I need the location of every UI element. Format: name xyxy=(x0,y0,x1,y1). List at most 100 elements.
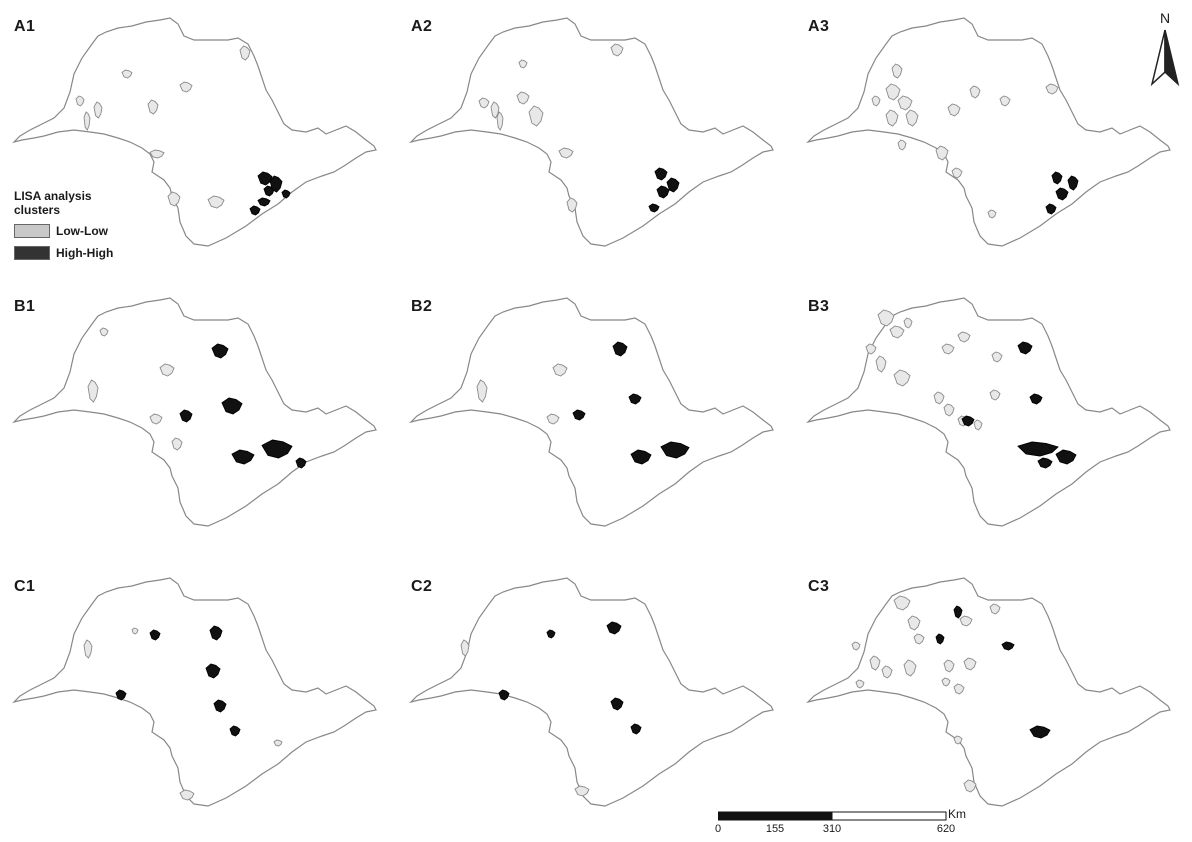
low-low-cluster xyxy=(903,659,917,677)
high-high-swatch xyxy=(14,246,50,260)
low-low-cluster xyxy=(885,83,901,101)
panel-label: B2 xyxy=(411,298,433,315)
low-low-cluster xyxy=(871,95,881,107)
high-high-cluster xyxy=(612,341,628,357)
high-high-cluster xyxy=(221,397,243,415)
high-high-cluster xyxy=(572,409,586,421)
high-high-cluster xyxy=(666,177,680,193)
panel-label: C3 xyxy=(808,578,830,595)
state-map xyxy=(409,297,774,527)
state-map xyxy=(806,297,1171,527)
low-low-cluster xyxy=(897,95,913,111)
scale-tick: 620 xyxy=(936,823,956,835)
low-low-cluster xyxy=(239,45,251,61)
high-high-cluster xyxy=(295,457,307,469)
state-outline xyxy=(806,297,1171,527)
state-outline xyxy=(12,17,377,247)
high-high-cluster xyxy=(961,415,975,427)
low-low-cluster xyxy=(877,309,895,327)
low-low-cluster xyxy=(460,639,470,657)
low-low-cluster xyxy=(149,413,163,425)
low-low-cluster xyxy=(490,101,500,119)
high-high-cluster xyxy=(935,633,945,645)
low-low-cluster xyxy=(179,81,193,93)
state-outline xyxy=(12,297,377,527)
low-low-cluster xyxy=(881,665,893,679)
low-low-cluster xyxy=(855,679,865,689)
low-low-cluster xyxy=(907,615,921,631)
low-low-cluster xyxy=(943,403,955,417)
low-low-cluster xyxy=(83,111,91,131)
state-map xyxy=(409,17,774,247)
low-low-cluster xyxy=(893,595,911,611)
state-outline xyxy=(12,577,377,807)
high-high-cluster xyxy=(281,189,291,199)
low-low-cluster xyxy=(131,627,139,635)
low-low-cluster xyxy=(963,657,977,671)
low-low-cluster xyxy=(87,379,99,403)
map-panel-a3: A3 xyxy=(794,0,1191,280)
low-low-cluster xyxy=(999,95,1011,107)
low-low-cluster xyxy=(496,111,504,131)
high-high-cluster xyxy=(205,663,221,679)
panel-label: A1 xyxy=(14,18,36,35)
low-low-cluster xyxy=(893,369,911,387)
low-low-cluster xyxy=(989,603,1001,615)
state-map xyxy=(12,297,377,527)
high-high-cluster xyxy=(249,205,261,216)
high-high-cluster xyxy=(610,697,624,711)
low-low-cluster xyxy=(528,105,544,127)
low-low-cluster xyxy=(973,419,983,431)
panel-label: A3 xyxy=(808,18,830,35)
low-low-cluster xyxy=(167,191,181,207)
low-low-cluster xyxy=(991,351,1003,363)
map-panel-b1: B1 xyxy=(0,280,397,560)
panel-label: C2 xyxy=(411,578,433,595)
low-low-cluster xyxy=(121,69,133,79)
north-arrow-icon xyxy=(1150,29,1180,87)
high-high-cluster xyxy=(1045,203,1057,215)
high-high-cluster xyxy=(269,175,283,193)
low-low-cluster xyxy=(171,437,183,451)
high-high-cluster xyxy=(953,605,963,619)
high-high-cluster xyxy=(229,725,241,737)
low-low-cluster xyxy=(159,363,175,377)
low-low-cluster xyxy=(207,195,225,209)
low-low-cluster xyxy=(558,147,574,159)
north-arrow: N xyxy=(1150,10,1180,87)
state-map xyxy=(806,17,1171,247)
low-low-cluster xyxy=(903,317,913,329)
legend: LISA analysis clusters Low-Low High-High xyxy=(14,189,184,261)
map-panel-a2: A2 xyxy=(397,0,794,280)
low-low-cluster xyxy=(273,739,283,747)
low-low-cluster xyxy=(933,391,945,405)
scale-tick: 310 xyxy=(822,823,842,835)
scale-bar-graphic xyxy=(718,811,947,821)
low-low-cluster xyxy=(516,91,530,105)
high-high-cluster xyxy=(1055,187,1069,201)
high-high-cluster xyxy=(628,393,642,405)
low-low-cluster xyxy=(953,735,963,745)
low-low-cluster xyxy=(957,331,971,343)
low-low-cluster xyxy=(865,343,877,355)
high-high-cluster xyxy=(606,621,622,635)
high-high-cluster xyxy=(149,629,161,641)
low-low-cluster xyxy=(179,789,195,801)
low-low-cluster xyxy=(963,779,977,793)
low-low-cluster xyxy=(935,145,949,161)
high-high-cluster xyxy=(231,449,255,465)
high-high-cluster xyxy=(257,197,271,207)
scale-unit: Km xyxy=(948,807,966,821)
low-low-cluster xyxy=(959,615,973,627)
low-low-cluster xyxy=(941,343,955,355)
low-low-cluster xyxy=(987,209,997,219)
legend-label: High-High xyxy=(56,246,114,260)
legend-label: Low-Low xyxy=(56,224,108,238)
low-low-cluster xyxy=(75,95,85,107)
map-panel-c1: C1 xyxy=(0,560,397,840)
low-low-cluster xyxy=(947,103,961,117)
high-high-cluster xyxy=(261,439,293,459)
high-high-cluster xyxy=(213,699,227,713)
low-low-cluster xyxy=(869,655,881,671)
high-high-cluster xyxy=(654,167,668,181)
